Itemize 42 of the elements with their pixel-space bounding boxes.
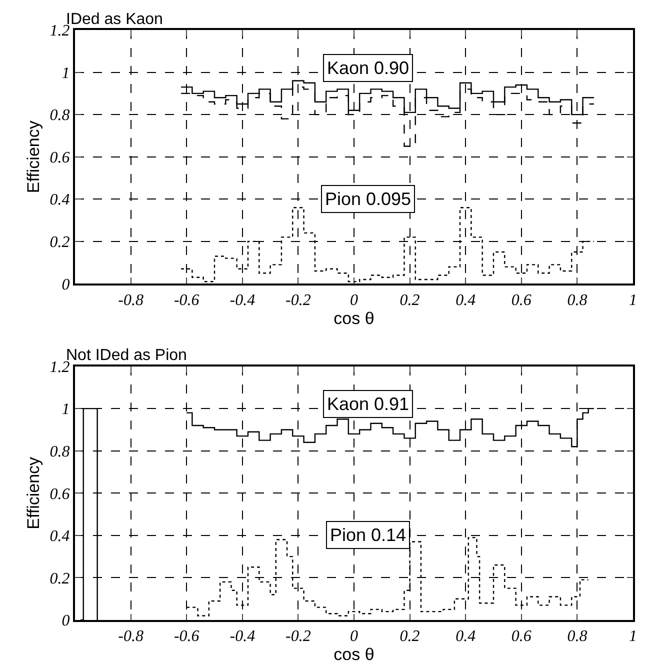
x-axis-title: cos θ [334,308,374,328]
y-tick-label: 1 [62,64,70,82]
y-tick-label: 0.2 [50,234,70,252]
x-tick-label: -0.6 [174,628,200,646]
annotation: Kaon 0.90 [327,58,410,78]
x-tick-label: 0.4 [456,292,476,309]
y-tick-label: 0.8 [50,443,70,460]
y-tick-label: 0 [62,612,70,630]
y-tick-label: 0.8 [50,107,70,124]
x-tick-label: 0.2 [400,292,420,309]
x-tick-label: -0.4 [230,292,256,309]
y-axis-title: Efficiency [24,120,43,194]
x-tick-label: 0.2 [400,628,420,646]
annotation: Kaon 0.91 [327,394,410,414]
y-axis-title: Efficiency [24,456,43,530]
y-tick-label: 0.2 [50,570,70,588]
x-tick-label: -0.2 [286,292,311,309]
y-tick-label: 0 [62,276,70,294]
x-tick-label: 1 [629,292,637,309]
x-tick-label: 0 [350,628,358,646]
annotation: Pion 0.14 [330,525,406,545]
y-tick-label: 1.2 [50,358,70,376]
y-tick-label: 0.4 [50,528,70,546]
x-tick-label: -0.8 [118,628,144,646]
y-tick-label: 1.2 [50,22,70,40]
x-tick-label: 0.8 [567,628,588,646]
annotation: Pion 0.095 [325,189,412,209]
x-tick-label: 0 [350,292,358,309]
y-tick-label: 0.6 [50,486,70,503]
x-tick-label: -0.4 [230,628,256,646]
x-tick-label: -0.8 [118,292,144,309]
y-tick-label: 0.6 [50,149,70,166]
x-tick-label: 0.6 [511,292,532,309]
x-tick-label: 1 [629,628,637,646]
x-tick-label: -0.6 [174,292,200,309]
y-tick-label: 1 [62,401,70,418]
x-tick-label: 0.6 [511,628,532,646]
x-tick-label: 0.8 [567,292,588,309]
y-tick-label: 0.4 [50,192,70,209]
x-tick-label: 0.4 [456,628,476,646]
x-tick-label: -0.2 [286,628,311,646]
x-axis-title: cos θ [334,645,374,664]
